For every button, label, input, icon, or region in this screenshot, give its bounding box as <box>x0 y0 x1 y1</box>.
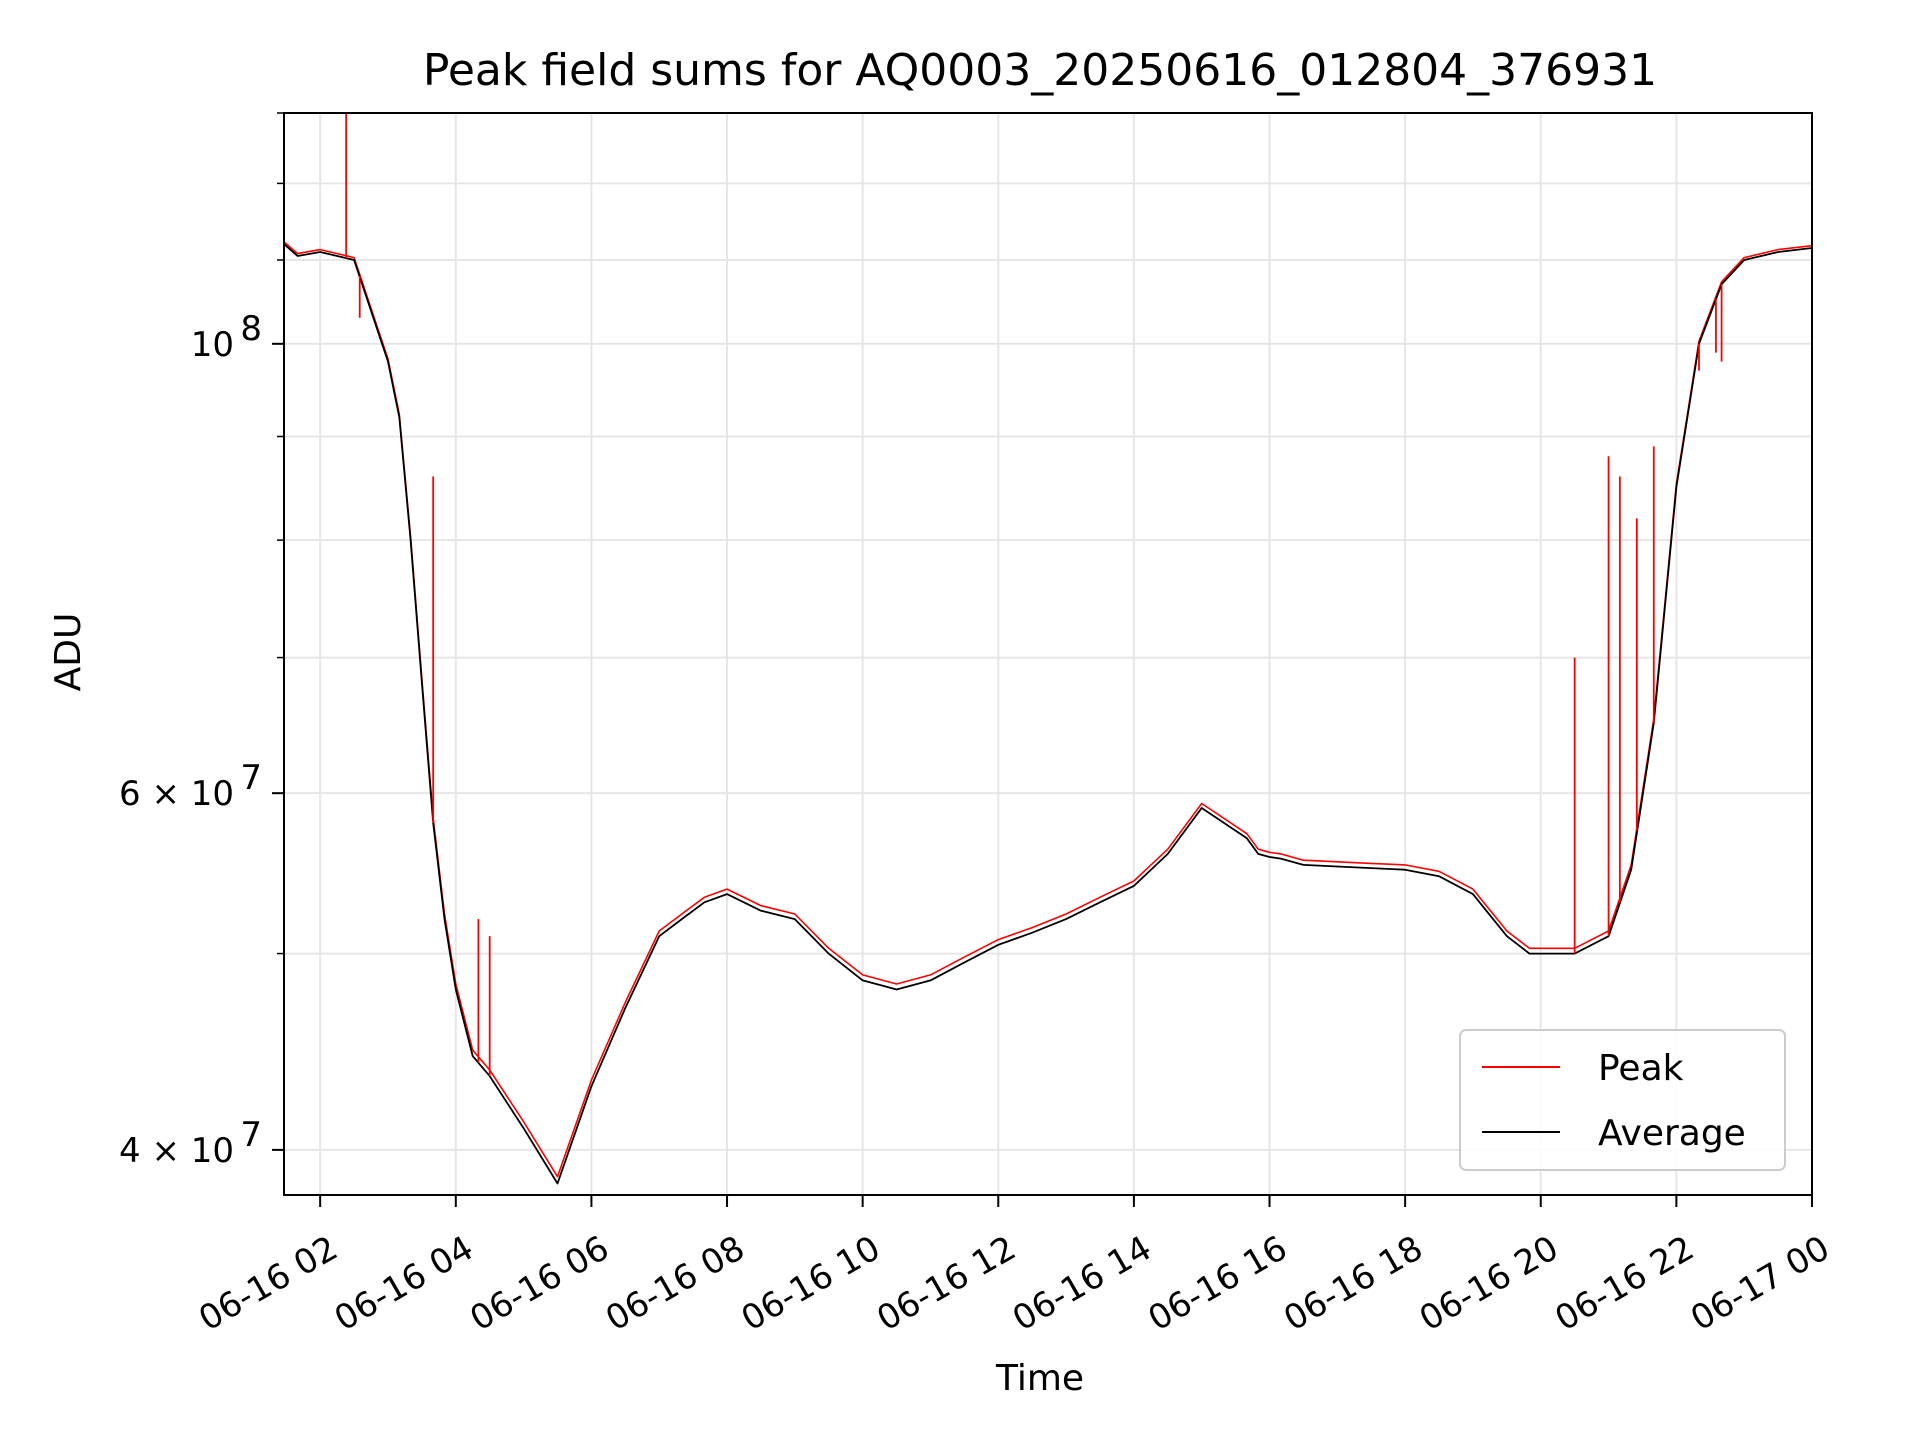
y-tick-exponent: 8 <box>240 309 262 349</box>
y-ticks: 10 86 × 10 74 × 10 7 <box>119 112 284 1171</box>
y-tick-label: 6 × 10 <box>119 774 234 814</box>
plot-area <box>283 112 1813 1196</box>
series-layer <box>283 113 1813 1185</box>
y-tick-label: 10 <box>191 325 234 365</box>
chart-title: Peak field sums for AQ0003_20250616_0128… <box>423 45 1657 96</box>
legend-box <box>1459 1029 1786 1171</box>
x-axis-label: Time <box>995 1358 1084 1399</box>
y-tick-label: 4 × 10 <box>119 1131 234 1171</box>
y-tick-exponent: 7 <box>240 758 262 798</box>
y-axis-label: ADU <box>48 613 89 692</box>
series-line-average <box>283 243 1813 1185</box>
y-tick-exponent: 7 <box>240 1115 262 1155</box>
legend: Peak Average <box>1459 1029 1786 1171</box>
legend-label-average: Average <box>1598 1113 1746 1154</box>
legend-label-peak: Peak <box>1598 1048 1684 1089</box>
